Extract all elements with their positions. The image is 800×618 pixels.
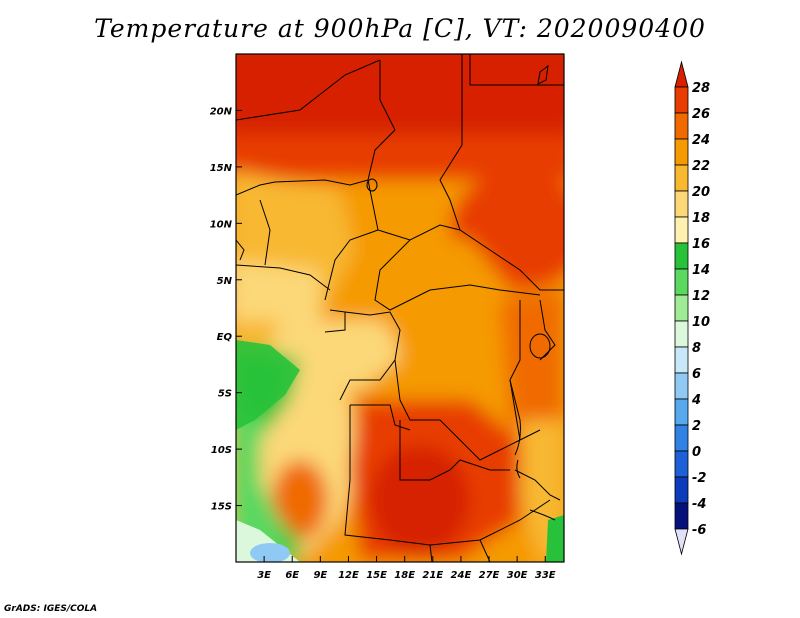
colorbar-swatch <box>674 398 689 426</box>
colorbar-swatch <box>674 190 689 218</box>
colorbar-label: 22 <box>692 159 710 174</box>
lon-tick-label: 15E <box>366 570 387 581</box>
colorbar-label: -2 <box>692 471 706 486</box>
lon-tick-label: 12E <box>338 570 359 581</box>
colorbar-label: 20 <box>692 185 710 200</box>
lon-tick-label: 24E <box>451 570 472 581</box>
lat-tick-label: 10S <box>211 445 232 456</box>
lat-tick-label: 20N <box>210 106 233 117</box>
lat-tick-label: 5N <box>217 276 233 287</box>
lon-tick-label: 18E <box>394 570 415 581</box>
colorbar-swatch <box>674 424 689 452</box>
colorbar-label: 4 <box>691 393 701 408</box>
colorbar-swatch <box>674 372 689 400</box>
colorbar-swatch <box>674 294 689 322</box>
colorbar-label: 26 <box>692 107 710 122</box>
colorbar-swatch <box>674 242 689 270</box>
lake-outlines <box>366 64 556 521</box>
credit-text: GrADS: IGES/COLA <box>4 604 98 614</box>
colorbar-swatch <box>674 268 689 296</box>
latitude-axis: 20N 15N 10N 5N EQ 5S 10S 15S <box>210 106 242 513</box>
colorbar-swatch <box>674 450 689 478</box>
lon-tick-label: 30E <box>507 570 528 581</box>
map-frame <box>235 53 565 563</box>
colorbar-top-arrow <box>674 60 689 88</box>
lat-tick-label: 10N <box>210 219 233 230</box>
colorbar-label: 18 <box>692 211 710 226</box>
colorbar-label: 10 <box>692 315 710 330</box>
colorbar-swatch <box>674 86 689 114</box>
colorbar-swatch <box>674 138 689 166</box>
colorbar-label: 12 <box>692 289 710 304</box>
lat-tick-label: EQ <box>217 332 233 343</box>
colorbar-swatch <box>674 502 689 530</box>
colorbar-swatch <box>674 476 689 504</box>
country-borders <box>236 54 564 562</box>
colorbar-swatch <box>674 164 689 192</box>
lon-tick-label: 27E <box>479 570 500 581</box>
colorbar-label: 2 <box>692 419 701 434</box>
colorbar-swatch <box>674 216 689 244</box>
longitude-axis: 3E 6E 9E 12E 15E 18E 21E 24E 27E 30E 33E <box>257 556 556 581</box>
map-title: Temperature at 900hPa [C], VT: 202009040… <box>94 14 706 43</box>
lon-tick-label: 21E <box>422 570 443 581</box>
colorbar-label: 6 <box>692 367 701 382</box>
colorbar-swatch <box>674 320 689 348</box>
lon-tick-label: 6E <box>285 570 299 581</box>
colorbar-label: 16 <box>692 237 710 252</box>
colorbar-label: -4 <box>692 497 706 512</box>
colorbar-bottom-arrow <box>674 528 689 556</box>
lon-tick-label: 33E <box>535 570 556 581</box>
colorbar-label: 0 <box>692 445 701 460</box>
colorbar-label: 14 <box>692 263 710 278</box>
colorbar-label: 24 <box>692 133 710 148</box>
colorbar-label: 28 <box>692 81 710 96</box>
lon-tick-label: 3E <box>257 570 271 581</box>
lat-tick-label: 15S <box>211 502 232 513</box>
lat-tick-label: 15N <box>210 163 233 174</box>
colorbar-swatch <box>674 346 689 374</box>
temperature-field <box>236 54 564 562</box>
colorbar-label: -6 <box>692 523 706 538</box>
lon-tick-label: 9E <box>313 570 327 581</box>
colorbar-swatch <box>674 112 689 140</box>
lat-tick-label: 5S <box>218 389 232 400</box>
colorbar-label: 8 <box>692 341 701 356</box>
